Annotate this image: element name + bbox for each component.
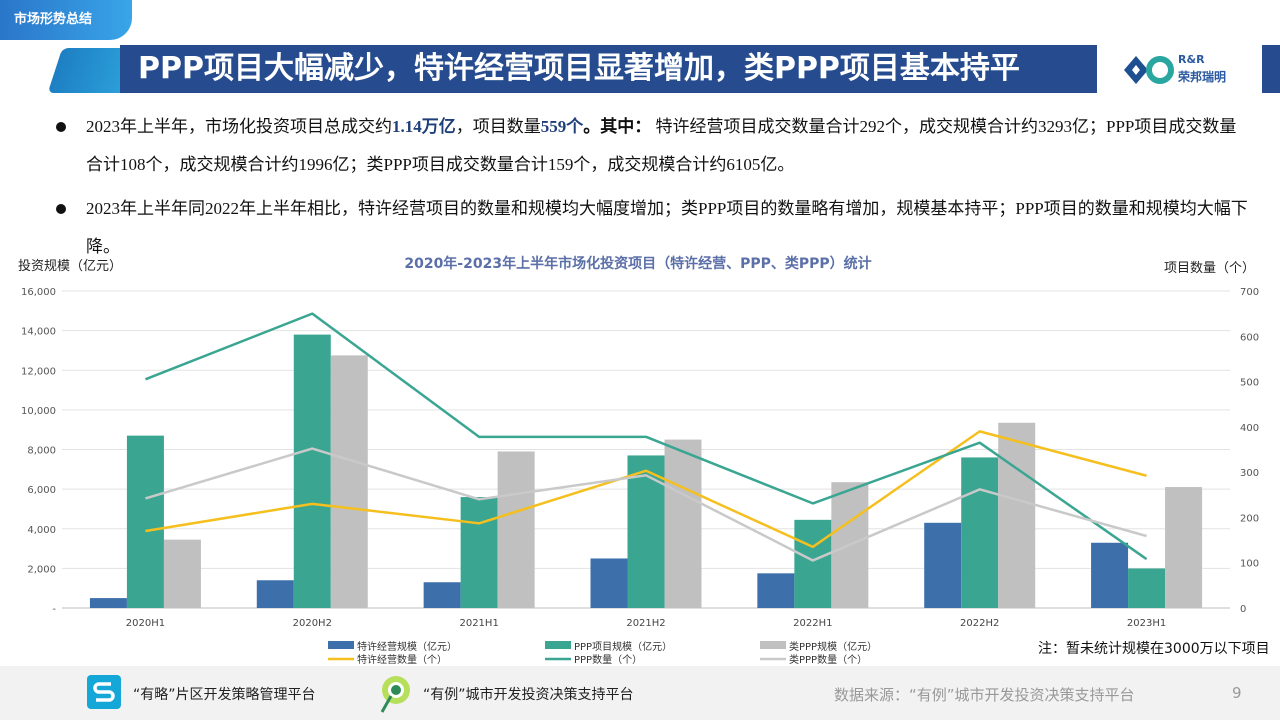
chart-title: 2020年-2023年上半年市场化投资项目（特许经营、PPP、类PPP）统计 [404,255,871,272]
left-tick-label: 2,000 [27,564,56,575]
bar [126,435,164,608]
right-tick-label: 500 [1240,378,1259,389]
bar [293,334,331,608]
bar [163,539,201,608]
bar [757,573,795,608]
youli-platform-icon [380,676,410,713]
bullet-dot [56,122,66,132]
section-tag: 市场形势总结 [0,0,132,40]
bar [794,519,832,608]
legend-label: 类PPP规模（亿元） [789,640,877,653]
left-tick-label: - [52,604,56,615]
bullet-text: 2023年上半年，市场化投资项目总成交约 [86,117,392,136]
bullet-text: 特许经营项目成交数量合计292个，成交规模合计约3293亿；PPP项目成交数量合… [86,117,1237,174]
youlue-platform-label: “有略”片区开发策略管理平台 [133,687,316,703]
bar [961,457,999,608]
x-tick-label: 2023H1 [1127,618,1166,629]
bar [998,422,1036,608]
left-tick-label: 14,000 [21,327,56,338]
bullet-item: 2023年上半年，市场化投资项目总成交约1.14万亿，项目数量559个。其中： … [52,108,1252,184]
right-tick-label: 100 [1240,559,1259,570]
series-line [145,430,1147,549]
legend-label: 特许经营数量（个） [357,653,447,666]
bar [423,582,461,608]
legend-label: PPP项目规模（亿元） [574,640,672,653]
left-axis-label: 投资规模（亿元） [18,258,122,274]
legend-swatch [545,641,571,649]
bar [256,580,294,608]
bar [924,522,962,608]
legend-swatch [328,641,354,649]
legend-label: 特许经营规模（亿元） [357,640,457,653]
left-tick-label: 12,000 [21,366,56,377]
legend-swatch [760,641,786,649]
right-tick-label: 300 [1240,468,1259,479]
page-number: 9 [1232,684,1242,702]
left-tick-label: 10,000 [21,406,56,417]
bar [460,497,498,608]
youli-platform-label: “有例”城市开发投资决策支持平台 [423,687,634,703]
title-bar-end [1262,45,1280,93]
data-source: 数据来源：“有例”城市开发投资决策支持平台 [834,686,1135,704]
bar [590,558,628,608]
bar [497,451,535,608]
investment-chart: 2020年-2023年上半年市场化投资项目（特许经营、PPP、类PPP）统计 投资… [18,255,1259,666]
bar [330,355,368,608]
chart-note: 注：暂未统计规模在3000万以下项目 [1038,641,1270,657]
bullet-dot [56,204,66,214]
bar [1165,487,1203,608]
bar [89,598,127,608]
right-tick-label: 0 [1240,604,1246,615]
right-axis-label: 项目数量（个） [1164,261,1255,276]
logo-cn-text: 荣邦瑞明 [1178,70,1227,84]
x-tick-label: 2021H2 [626,618,665,629]
highlight-total-count: 559个 [540,117,584,136]
x-tick-label: 2022H2 [960,618,999,629]
left-tick-label: 6,000 [27,485,56,496]
bullet-item: 2023年上半年同2022年上半年相比，特许经营项目的数量和规模均大幅度增加；类… [52,190,1252,266]
x-tick-label: 2021H1 [459,618,498,629]
bar [1128,568,1166,608]
series-line [145,447,1147,562]
left-tick-label: 16,000 [21,287,56,298]
youlue-platform-icon [87,675,121,709]
x-tick-label: 2020H2 [293,618,332,629]
right-tick-label: 600 [1240,332,1259,343]
bar [664,439,702,608]
right-tick-label: 200 [1240,513,1259,524]
bar [1091,542,1129,608]
footer: “有略”片区开发策略管理平台 “有例”城市开发投资决策支持平台 数据来源：“有例… [0,666,1280,720]
company-logo-icon [1124,56,1174,84]
bullet-text: 。其中： [583,117,652,136]
page-title: PPP项目大幅减少，特许经营项目显著增加，类PPP项目基本持平 [120,45,1097,93]
bullet-text: 2023年上半年同2022年上半年相比，特许经营项目的数量和规模均大幅度增加；类… [86,199,1248,256]
left-tick-label: 4,000 [27,525,56,536]
x-tick-label: 2022H1 [793,618,832,629]
legend-label: PPP数量（个） [574,653,642,666]
bullet-text: ，项目数量 [455,117,541,136]
x-tick-label: 2020H1 [126,618,165,629]
right-tick-label: 700 [1240,287,1259,298]
series-line [144,312,1148,561]
logo-latin-text: R&R [1178,53,1205,66]
left-tick-label: 8,000 [27,446,56,457]
legend-label: 类PPP数量（个） [789,653,867,666]
highlight-total-value: 1.14万亿 [392,117,456,136]
bullet-list: 2023年上半年，市场化投资项目总成交约1.14万亿，项目数量559个。其中： … [52,108,1252,272]
right-tick-label: 400 [1240,423,1259,434]
